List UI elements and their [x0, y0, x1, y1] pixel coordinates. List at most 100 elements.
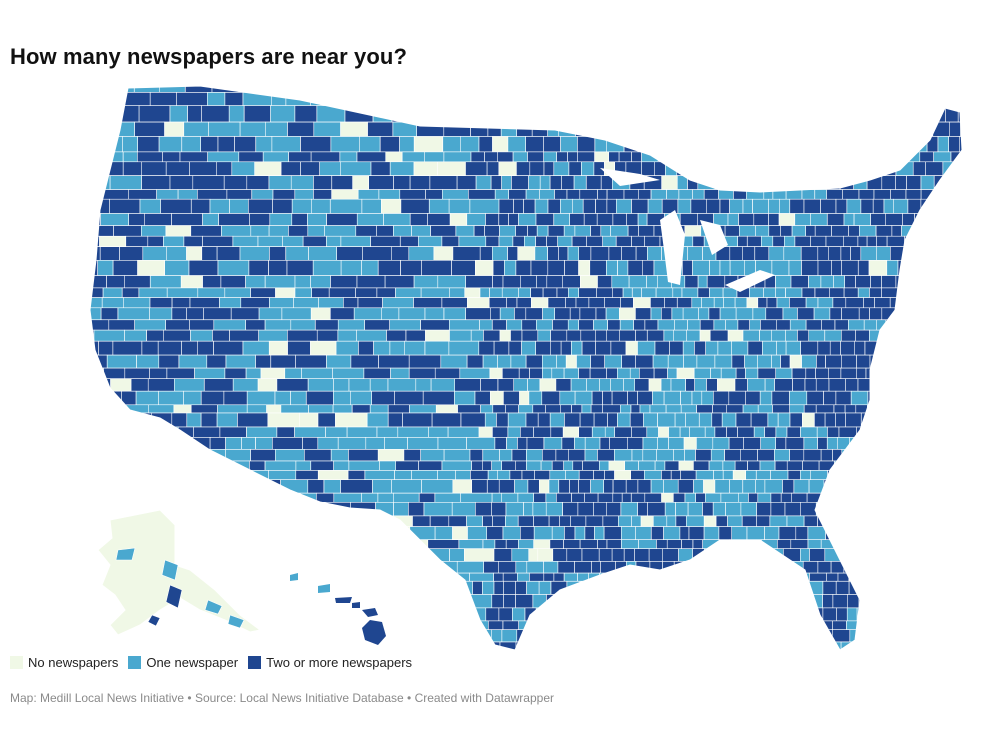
county[interactable]	[887, 561, 903, 574]
county[interactable]	[846, 479, 859, 494]
county[interactable]	[817, 297, 834, 309]
county[interactable]	[842, 189, 860, 200]
county[interactable]	[324, 225, 357, 237]
county[interactable]	[772, 235, 785, 247]
county[interactable]	[225, 437, 242, 450]
county[interactable]	[80, 235, 100, 247]
county[interactable]	[554, 189, 568, 200]
county[interactable]	[422, 594, 452, 609]
county[interactable]	[725, 501, 742, 517]
county[interactable]	[408, 561, 435, 574]
county[interactable]	[466, 354, 484, 369]
county[interactable]	[967, 437, 978, 449]
county[interactable]	[189, 319, 215, 331]
county[interactable]	[757, 354, 772, 369]
county[interactable]	[139, 426, 161, 438]
county[interactable]	[104, 82, 135, 93]
county[interactable]	[944, 426, 957, 438]
county[interactable]	[394, 390, 424, 406]
county[interactable]	[570, 378, 587, 392]
county[interactable]	[805, 367, 816, 380]
county[interactable]	[920, 449, 931, 462]
county[interactable]	[924, 287, 935, 298]
county[interactable]	[876, 515, 890, 527]
county[interactable]	[972, 214, 982, 226]
county[interactable]	[342, 297, 359, 309]
county[interactable]	[413, 161, 439, 176]
county[interactable]	[177, 189, 198, 200]
county[interactable]	[579, 412, 595, 428]
county[interactable]	[449, 329, 472, 342]
county[interactable]	[849, 70, 859, 82]
county[interactable]	[254, 161, 282, 176]
county[interactable]	[476, 92, 487, 106]
county[interactable]	[411, 572, 440, 582]
county[interactable]	[797, 329, 810, 342]
county[interactable]	[505, 404, 519, 414]
county[interactable]	[931, 198, 950, 214]
county[interactable]	[789, 297, 807, 309]
county[interactable]	[955, 629, 972, 643]
county[interactable]	[604, 297, 621, 309]
county[interactable]	[331, 175, 353, 190]
county[interactable]	[666, 515, 677, 527]
county[interactable]	[847, 470, 867, 480]
county[interactable]	[960, 198, 976, 214]
county[interactable]	[315, 515, 348, 527]
county[interactable]	[597, 539, 608, 550]
county[interactable]	[248, 260, 269, 276]
county[interactable]	[408, 354, 442, 369]
county[interactable]	[493, 340, 510, 356]
county[interactable]	[551, 526, 565, 541]
county[interactable]	[732, 175, 749, 190]
county[interactable]	[843, 213, 855, 226]
county[interactable]	[844, 275, 856, 289]
county[interactable]	[441, 460, 472, 471]
county[interactable]	[860, 437, 874, 450]
county[interactable]	[805, 225, 816, 237]
county[interactable]	[597, 449, 615, 462]
county[interactable]	[881, 378, 900, 392]
county[interactable]	[948, 198, 962, 214]
county[interactable]	[492, 404, 506, 414]
county[interactable]	[783, 246, 802, 261]
county[interactable]	[478, 620, 489, 631]
county[interactable]	[893, 367, 908, 380]
county[interactable]	[689, 426, 706, 438]
county[interactable]	[224, 367, 247, 380]
county[interactable]	[793, 136, 810, 153]
county[interactable]	[470, 70, 500, 82]
county[interactable]	[905, 189, 922, 200]
county[interactable]	[926, 319, 940, 331]
county[interactable]	[559, 404, 572, 414]
county[interactable]	[542, 287, 558, 298]
county[interactable]	[905, 92, 921, 106]
county[interactable]	[204, 378, 234, 392]
county[interactable]	[970, 493, 984, 502]
county[interactable]	[352, 561, 382, 574]
county[interactable]	[437, 437, 467, 450]
county[interactable]	[936, 460, 950, 471]
county[interactable]	[617, 105, 629, 123]
county[interactable]	[871, 501, 886, 517]
county[interactable]	[699, 329, 711, 342]
county[interactable]	[695, 470, 714, 480]
county[interactable]	[623, 548, 636, 562]
county[interactable]	[869, 287, 883, 298]
county[interactable]	[526, 449, 543, 462]
county[interactable]	[684, 449, 696, 462]
county[interactable]	[494, 539, 507, 550]
county[interactable]	[820, 198, 837, 214]
county[interactable]	[295, 460, 311, 471]
county[interactable]	[799, 175, 812, 190]
county[interactable]	[248, 580, 268, 595]
county[interactable]	[574, 526, 586, 541]
county[interactable]	[647, 246, 662, 261]
county[interactable]	[892, 629, 906, 643]
county[interactable]	[264, 121, 288, 137]
county[interactable]	[444, 629, 462, 643]
county[interactable]	[832, 449, 843, 462]
county[interactable]	[780, 354, 791, 369]
county[interactable]	[892, 479, 904, 494]
county[interactable]	[80, 82, 106, 93]
